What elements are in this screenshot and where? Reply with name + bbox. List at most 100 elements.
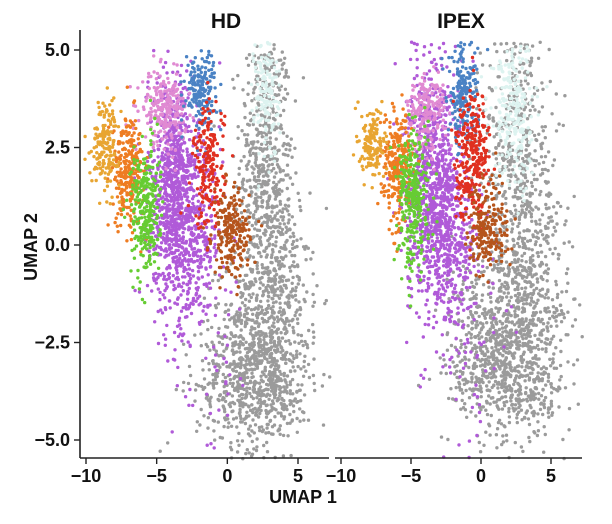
point [191, 274, 196, 278]
point [127, 131, 131, 135]
point [271, 309, 275, 313]
point [288, 421, 292, 425]
point [114, 186, 119, 190]
point [171, 70, 175, 75]
point [213, 372, 218, 376]
point [98, 110, 102, 114]
point [530, 44, 535, 48]
point [149, 149, 154, 154]
point [278, 126, 282, 130]
point [283, 322, 287, 326]
point [226, 254, 230, 258]
point [285, 374, 290, 378]
point [276, 429, 280, 433]
point [278, 209, 282, 213]
point [156, 147, 161, 152]
point [246, 92, 250, 97]
point [255, 133, 259, 137]
point [290, 242, 295, 247]
point [259, 299, 263, 304]
point [279, 386, 283, 390]
point [239, 372, 244, 377]
point [188, 373, 193, 378]
point [206, 246, 210, 250]
point [284, 254, 288, 258]
point [230, 224, 235, 229]
point [189, 301, 193, 305]
point [162, 232, 166, 236]
point [211, 60, 216, 65]
point [533, 108, 537, 112]
point [306, 362, 311, 367]
point [240, 318, 244, 323]
point [267, 112, 271, 116]
point [243, 104, 247, 108]
point [203, 116, 208, 121]
point [165, 109, 170, 114]
point [186, 169, 190, 173]
point [148, 118, 153, 122]
point [538, 40, 542, 44]
point [293, 245, 297, 249]
point [238, 203, 242, 208]
point [249, 82, 254, 87]
point [530, 98, 534, 102]
point [290, 281, 294, 285]
point [287, 213, 291, 217]
point [280, 189, 284, 193]
point [257, 178, 261, 183]
point [202, 377, 207, 381]
point [106, 223, 110, 227]
point [232, 86, 236, 90]
point [190, 197, 195, 201]
point [215, 142, 220, 146]
point [240, 129, 244, 133]
point [312, 300, 317, 304]
point [225, 232, 230, 237]
point [273, 274, 277, 278]
point [250, 99, 254, 103]
point [157, 209, 162, 213]
point [153, 116, 157, 121]
point [198, 120, 202, 125]
point [154, 281, 158, 285]
point [267, 326, 271, 330]
point [199, 214, 203, 218]
point [272, 293, 276, 298]
point [167, 88, 171, 92]
point [224, 325, 228, 329]
point [200, 384, 204, 389]
point [296, 383, 300, 387]
point [204, 88, 208, 92]
point [268, 59, 272, 63]
point [146, 150, 150, 155]
point [281, 433, 286, 438]
point [282, 355, 287, 359]
point [191, 116, 195, 120]
point [229, 218, 233, 222]
point [163, 337, 168, 341]
point [172, 283, 176, 288]
point [252, 243, 256, 248]
cluster-2 [124, 54, 195, 172]
point [185, 150, 189, 154]
point [208, 258, 212, 262]
point [180, 112, 184, 116]
point [191, 260, 196, 264]
point [187, 219, 191, 223]
point [156, 155, 160, 159]
point [301, 76, 306, 80]
point [214, 362, 219, 366]
point [246, 432, 251, 436]
point [134, 147, 138, 151]
point [202, 59, 207, 64]
point [172, 87, 176, 91]
point [243, 282, 248, 286]
point [246, 375, 250, 380]
point [284, 286, 288, 290]
point [149, 153, 153, 157]
point [250, 223, 254, 228]
point [212, 75, 216, 80]
point [223, 334, 227, 339]
point [204, 356, 208, 360]
